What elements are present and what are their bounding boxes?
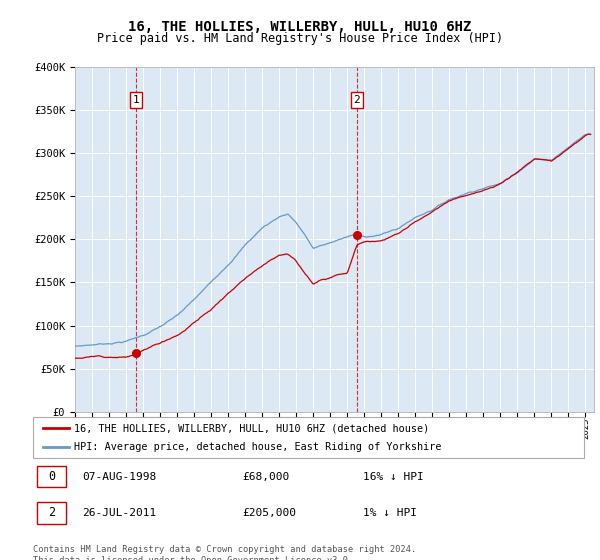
- Text: 2: 2: [48, 506, 55, 520]
- Text: 16% ↓ HPI: 16% ↓ HPI: [364, 472, 424, 482]
- Text: £205,000: £205,000: [242, 508, 296, 518]
- FancyBboxPatch shape: [37, 466, 66, 487]
- Text: Price paid vs. HM Land Registry's House Price Index (HPI): Price paid vs. HM Land Registry's House …: [97, 32, 503, 45]
- Text: 16, THE HOLLIES, WILLERBY, HULL, HU10 6HZ (detached house): 16, THE HOLLIES, WILLERBY, HULL, HU10 6H…: [74, 423, 430, 433]
- Text: 26-JUL-2011: 26-JUL-2011: [83, 508, 157, 518]
- FancyBboxPatch shape: [37, 502, 66, 524]
- Text: 1: 1: [133, 95, 139, 105]
- Text: HPI: Average price, detached house, East Riding of Yorkshire: HPI: Average price, detached house, East…: [74, 442, 442, 451]
- Text: 16, THE HOLLIES, WILLERBY, HULL, HU10 6HZ: 16, THE HOLLIES, WILLERBY, HULL, HU10 6H…: [128, 20, 472, 34]
- FancyBboxPatch shape: [33, 417, 584, 458]
- Text: 1% ↓ HPI: 1% ↓ HPI: [364, 508, 418, 518]
- Text: Contains HM Land Registry data © Crown copyright and database right 2024.
This d: Contains HM Land Registry data © Crown c…: [33, 545, 416, 560]
- Text: 07-AUG-1998: 07-AUG-1998: [83, 472, 157, 482]
- Text: 0: 0: [48, 470, 55, 483]
- Text: £68,000: £68,000: [242, 472, 290, 482]
- Text: 2: 2: [353, 95, 360, 105]
